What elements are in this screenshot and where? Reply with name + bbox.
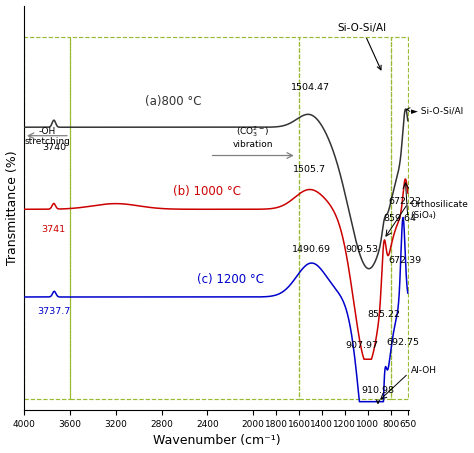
Text: 672.22: 672.22: [389, 197, 422, 206]
Text: (a)800 °C: (a)800 °C: [145, 95, 201, 107]
Text: -OH
stretching: -OH stretching: [24, 127, 70, 146]
Text: 1504.47: 1504.47: [291, 83, 329, 92]
Text: 907.97: 907.97: [345, 341, 378, 350]
Text: 672.39: 672.39: [389, 256, 422, 265]
Text: 692.75: 692.75: [386, 338, 419, 347]
Text: Al-OH: Al-OH: [410, 366, 437, 376]
Text: (CO$_3^{2-}$)
vibration: (CO$_3^{2-}$) vibration: [233, 124, 273, 149]
Text: 910.98: 910.98: [362, 386, 394, 404]
X-axis label: Wavenumber (cm⁻¹): Wavenumber (cm⁻¹): [153, 434, 280, 448]
Y-axis label: Transmittance (%): Transmittance (%): [6, 150, 18, 265]
Text: Si-O-Si/Al: Si-O-Si/Al: [337, 23, 386, 70]
Text: (c) 1200 °C: (c) 1200 °C: [197, 273, 264, 286]
Text: 909.53: 909.53: [345, 245, 378, 254]
Text: 3741: 3741: [42, 225, 66, 234]
Text: 3740: 3740: [42, 143, 66, 152]
Text: 3737.7: 3737.7: [37, 307, 71, 316]
Text: Orthosilicate
(SiO₄): Orthosilicate (SiO₄): [410, 200, 468, 220]
Text: 859.64: 859.64: [384, 214, 417, 222]
Text: 1505.7: 1505.7: [293, 165, 327, 174]
Text: 855.22: 855.22: [368, 310, 401, 319]
Text: 1490.69: 1490.69: [292, 245, 331, 254]
Text: (b) 1000 °C: (b) 1000 °C: [173, 185, 241, 198]
Text: ► Si-O-Si/Al: ► Si-O-Si/Al: [406, 106, 463, 115]
